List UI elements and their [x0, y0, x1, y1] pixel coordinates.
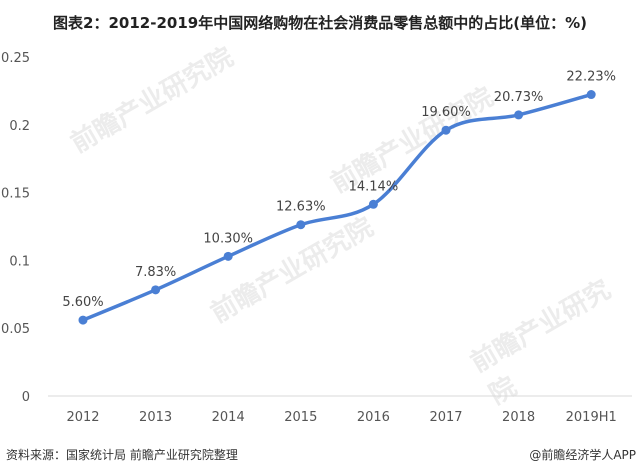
- data-label: 22.23%: [566, 70, 616, 85]
- x-tick-label: 2017: [429, 410, 462, 425]
- data-point: [514, 110, 524, 120]
- x-tick-label: 2014: [212, 410, 245, 425]
- y-tick-label: 0.05: [1, 322, 30, 337]
- x-tick-label: 2012: [66, 410, 99, 425]
- chart-title: 图表2：2012-2019年中国网络购物在社会消费品零售总额中的占比(单位：%): [53, 14, 587, 32]
- x-tick-label: 2019H1: [566, 410, 617, 425]
- y-tick-label: 0.1: [9, 254, 30, 269]
- source-note: 资料来源：国家统计局 前瞻产业研究院整理: [6, 448, 238, 462]
- data-point: [223, 251, 233, 261]
- data-point: [586, 90, 596, 100]
- data-label: 7.83%: [135, 265, 176, 280]
- x-tick-label: 2018: [502, 410, 535, 425]
- y-tick-label: 0.2: [9, 119, 30, 134]
- data-label: 20.73%: [494, 90, 544, 105]
- data-label: 19.60%: [421, 105, 471, 120]
- data-point: [368, 199, 378, 209]
- credit-note: @前瞻经济学人APP: [529, 448, 636, 462]
- data-point: [78, 315, 88, 325]
- y-tick-label: 0: [22, 390, 30, 405]
- y-tick-label: 0.25: [1, 51, 30, 66]
- data-label: 14.14%: [349, 179, 399, 194]
- series-line: [81, 92, 593, 322]
- data-point: [441, 125, 451, 135]
- x-tick-label: 2013: [139, 410, 172, 425]
- data-label: 12.63%: [276, 200, 326, 215]
- data-point: [151, 285, 161, 295]
- x-tick-label: 2016: [357, 410, 390, 425]
- x-tick-label: 2015: [284, 410, 317, 425]
- y-tick-label: 0.15: [1, 187, 30, 202]
- data-label: 5.60%: [62, 295, 103, 310]
- data-point: [296, 220, 306, 230]
- data-label: 10.30%: [203, 231, 253, 246]
